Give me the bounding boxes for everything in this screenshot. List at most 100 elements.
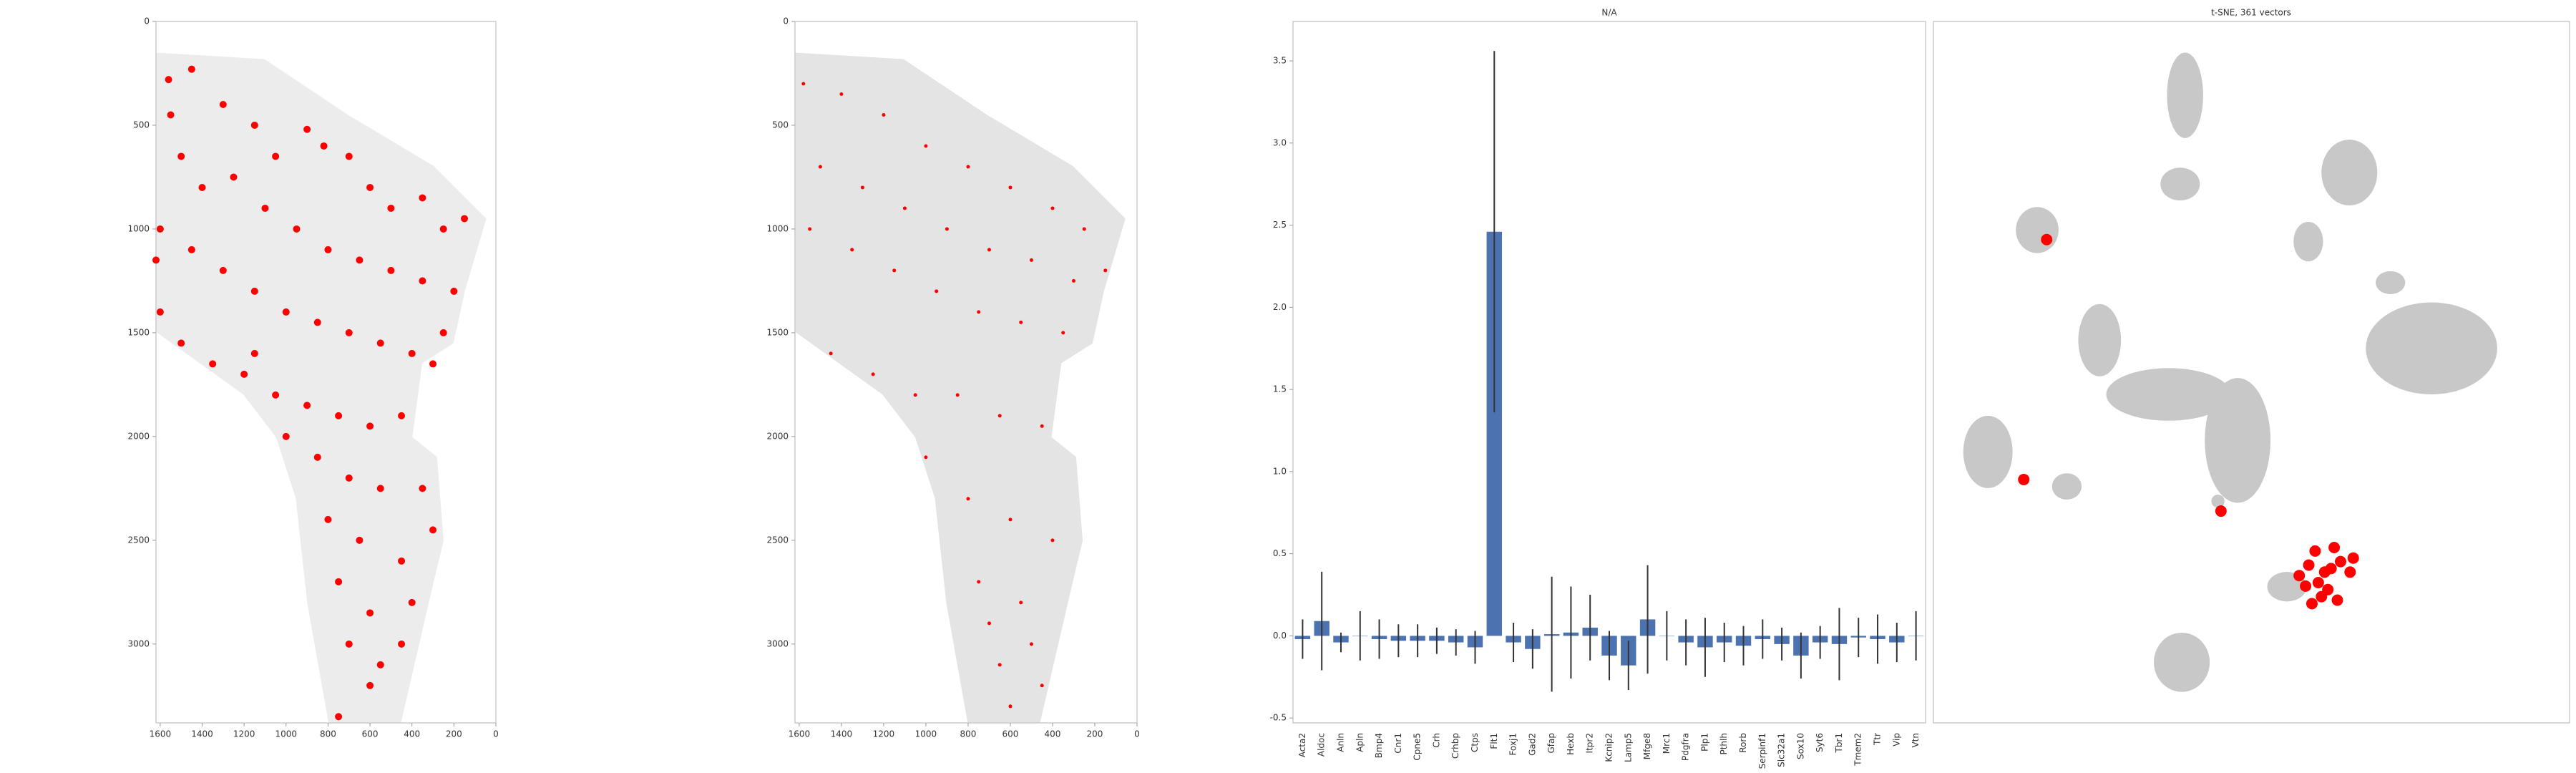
x-tick-label: Gad2: [1527, 733, 1537, 756]
point: [303, 125, 311, 133]
point: [1019, 320, 1023, 324]
point: [293, 225, 301, 233]
x-tick-label: 1000: [915, 729, 937, 739]
y-tick-label: 3000: [127, 638, 150, 648]
point: [850, 248, 854, 252]
x-tick-label: Syt6: [1815, 733, 1825, 752]
point: [2331, 594, 2343, 606]
point: [997, 663, 1002, 667]
point: [152, 256, 160, 264]
point: [419, 277, 426, 285]
point: [882, 112, 886, 117]
y-tick-label: 2.0: [1273, 302, 1287, 312]
point: [913, 393, 917, 397]
x-tick-label: 1400: [191, 729, 213, 739]
point: [366, 422, 374, 430]
x-tick-label: 200: [1087, 729, 1103, 739]
x-tick-label: Mrc1: [1662, 733, 1672, 754]
point: [282, 308, 290, 316]
tissue: [156, 52, 487, 724]
y-tick-label: 2000: [766, 431, 789, 441]
point: [429, 526, 437, 534]
point: [955, 393, 960, 397]
point: [313, 319, 321, 326]
axes-frame: [155, 21, 497, 724]
point: [439, 225, 447, 233]
point: [987, 621, 991, 626]
point: [303, 402, 311, 409]
point: [335, 578, 343, 585]
point: [2306, 598, 2318, 610]
bar: [1486, 231, 1502, 636]
point: [2309, 545, 2321, 557]
point: [335, 412, 343, 419]
x-tick-label: 200: [446, 729, 462, 739]
axes-frame: [1933, 21, 2570, 724]
point: [892, 268, 897, 273]
x-tick-label: 400: [1045, 729, 1061, 739]
point: [272, 152, 280, 160]
point: [240, 370, 248, 378]
x-tick-label: Itpr2: [1585, 733, 1595, 753]
point: [1040, 684, 1044, 688]
point: [1008, 517, 1013, 522]
point: [156, 225, 164, 233]
point: [320, 142, 328, 150]
point: [209, 360, 217, 368]
x-tick-label: Pdgfra: [1681, 733, 1691, 761]
x-tick-label: Flt1: [1489, 733, 1499, 749]
x-tick-label: Foxj1: [1508, 733, 1518, 756]
x-tick-label: Vip: [1891, 733, 1901, 747]
point: [2316, 590, 2328, 603]
y-tick-label: 1500: [127, 327, 150, 337]
y-tick-label: 3.5: [1273, 56, 1287, 66]
point: [187, 65, 195, 73]
point: [376, 661, 384, 669]
x-tick-label: 1400: [831, 729, 853, 739]
point: [2215, 505, 2227, 517]
point: [356, 256, 364, 264]
x-tick-label: Serpinf1: [1757, 733, 1767, 769]
x-tick-label: Kcnip2: [1604, 733, 1614, 762]
point: [2293, 570, 2306, 582]
point: [198, 183, 206, 191]
point: [376, 339, 384, 347]
point: [966, 497, 970, 501]
point: [966, 165, 970, 169]
y-tick-label: 1.0: [1273, 466, 1287, 476]
point: [2300, 580, 2312, 592]
point: [2325, 563, 2337, 575]
point: [1008, 185, 1013, 190]
point: [818, 165, 822, 169]
x-tick-label: Bmp4: [1374, 733, 1384, 758]
x-tick-label: 400: [404, 729, 420, 739]
point: [860, 185, 864, 190]
x-tick-label: Plp1: [1699, 733, 1709, 752]
y-tick-label: 2500: [766, 535, 789, 545]
axes-frame: [1292, 21, 1926, 724]
x-tick-label: Sox10: [1795, 733, 1805, 759]
point: [366, 609, 374, 617]
x-tick-label: Crh: [1431, 733, 1441, 748]
x-tick-label: 800: [320, 729, 336, 739]
point: [177, 152, 185, 160]
y-tick-label: 1000: [766, 223, 789, 233]
point: [335, 713, 343, 721]
x-tick-label: Pthlh: [1719, 733, 1729, 755]
point: [1103, 268, 1108, 273]
point: [408, 598, 416, 606]
point: [398, 640, 406, 648]
point: [2347, 552, 2359, 564]
point: [450, 287, 458, 295]
x-tick-label: 1200: [233, 729, 255, 739]
point: [219, 100, 227, 108]
x-tick-label: Tbr1: [1834, 733, 1844, 754]
y-tick-label: 1500: [766, 327, 789, 337]
point: [429, 360, 437, 368]
x-tick-label: 0: [1134, 729, 1140, 739]
axes-frame: [794, 21, 1138, 724]
y-tick-label: 2500: [127, 535, 150, 545]
point: [408, 349, 416, 357]
point: [272, 391, 280, 399]
point: [1050, 206, 1055, 210]
